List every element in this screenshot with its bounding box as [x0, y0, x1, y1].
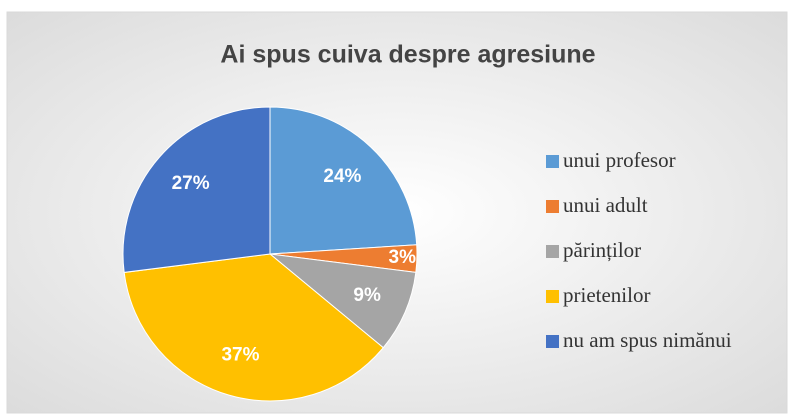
pie-slice [123, 253, 384, 402]
chart-title: Ai spus cuiva despre agresiune [220, 41, 595, 69]
pie-slice [268, 253, 417, 349]
data-label: 9% [353, 285, 381, 306]
legend-label: părinților [563, 238, 641, 262]
legend-label: unui profesor [563, 148, 676, 172]
data-label: 3% [389, 247, 417, 268]
legend-label: unui adult [563, 193, 648, 217]
legend-swatch [546, 335, 559, 348]
legend-swatch [546, 200, 559, 213]
pie-slice [269, 106, 418, 255]
data-label: 24% [323, 166, 361, 187]
legend-swatch [546, 290, 559, 303]
data-label: 27% [172, 173, 210, 194]
legend-swatch [546, 245, 559, 258]
pie-slice [122, 106, 271, 273]
legend-swatch [546, 155, 559, 168]
data-label: 37% [221, 345, 259, 366]
legend-label: nu am spus nimănui [563, 328, 732, 352]
legend-label: prietenilor [563, 283, 650, 307]
